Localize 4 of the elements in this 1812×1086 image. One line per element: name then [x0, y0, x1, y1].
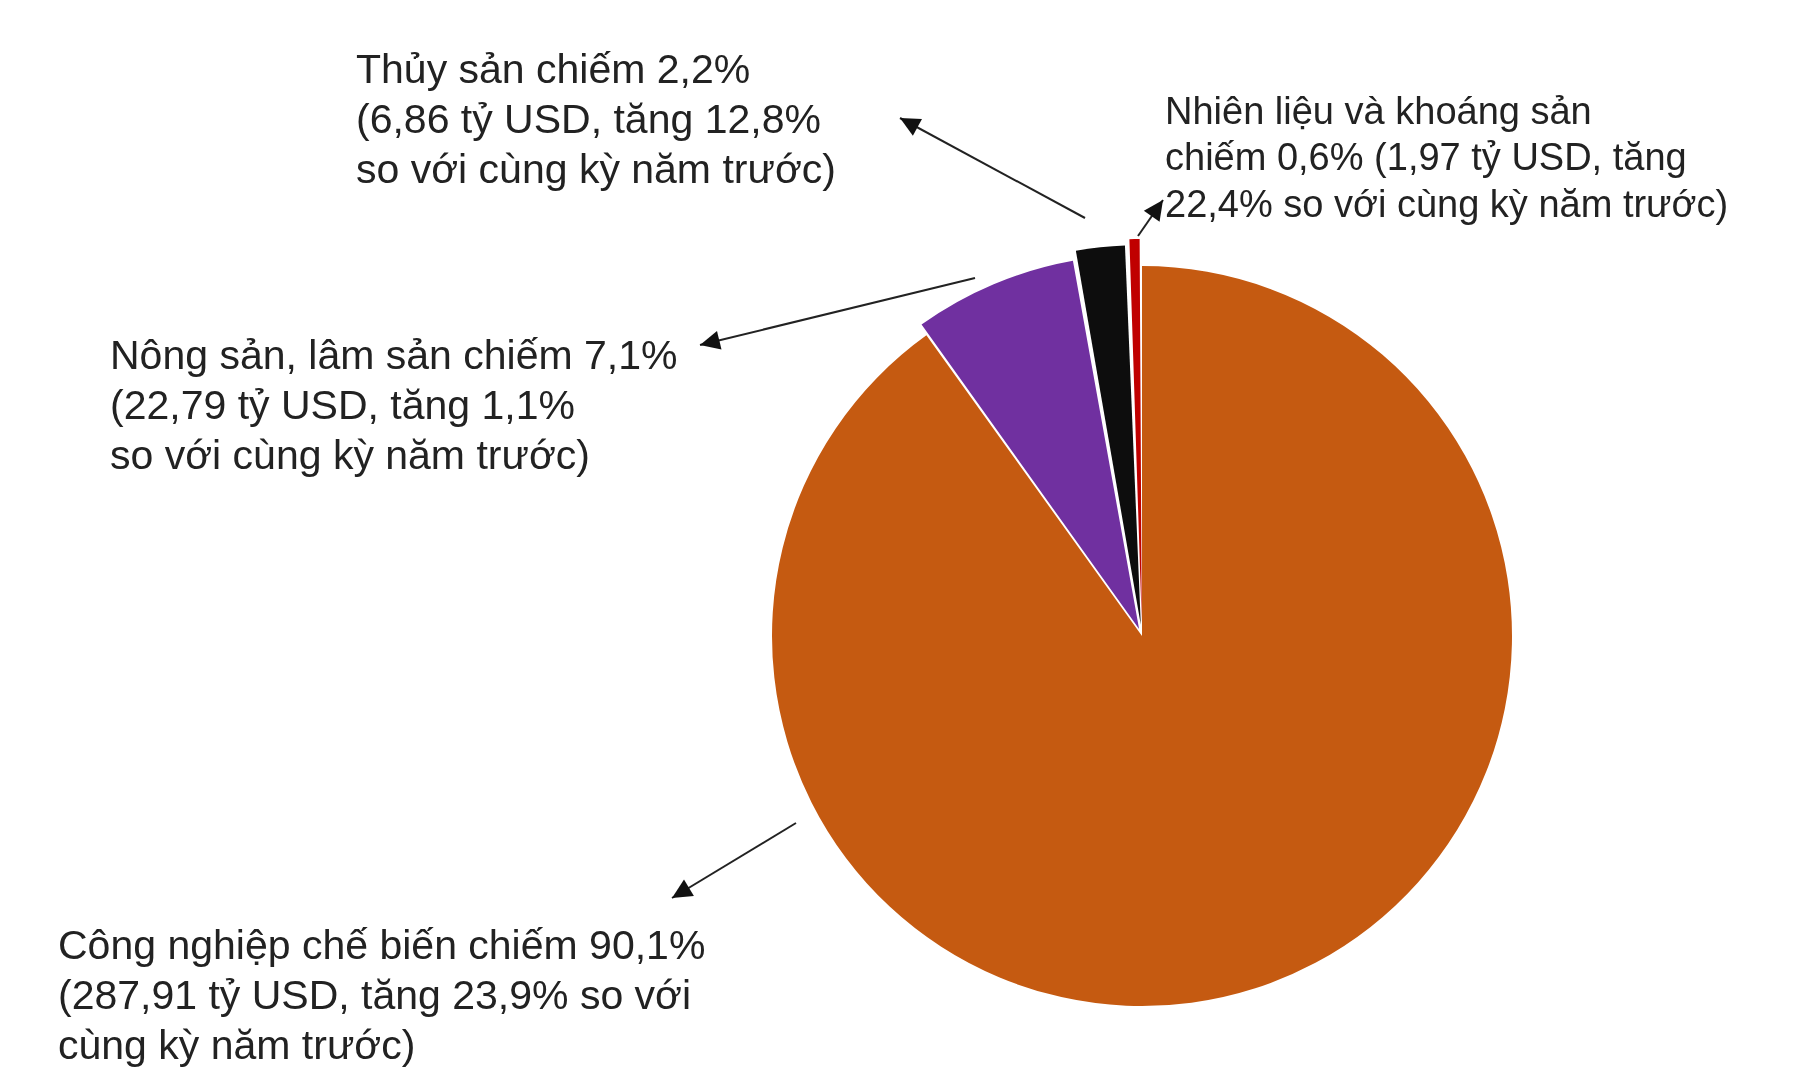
- legend-label: Thủy sản chiếm 2,2% (6,86 tỷ USD, tăng 12,8% so với cùng kỳ năm trước): [356, 45, 836, 195]
- slice-label: Nhiên liệu và khoáng sản chiếm 0,6% (1,97 tỷ USD, tăng 22,4% so với cùng kỳ năm trước): [1165, 89, 1729, 227]
- slice-label: Công nghiệp chế biến chiếm 90,1% (287,91 tỷ USD, tăng 23,9% so với cùng kỳ năm trước): [58, 921, 706, 1071]
- slice-label: Nông sản, lâm sản chiếm 7,1% (22,79 tỷ USD, tăng 1,1% so với cùng kỳ năm trước): [110, 331, 678, 481]
